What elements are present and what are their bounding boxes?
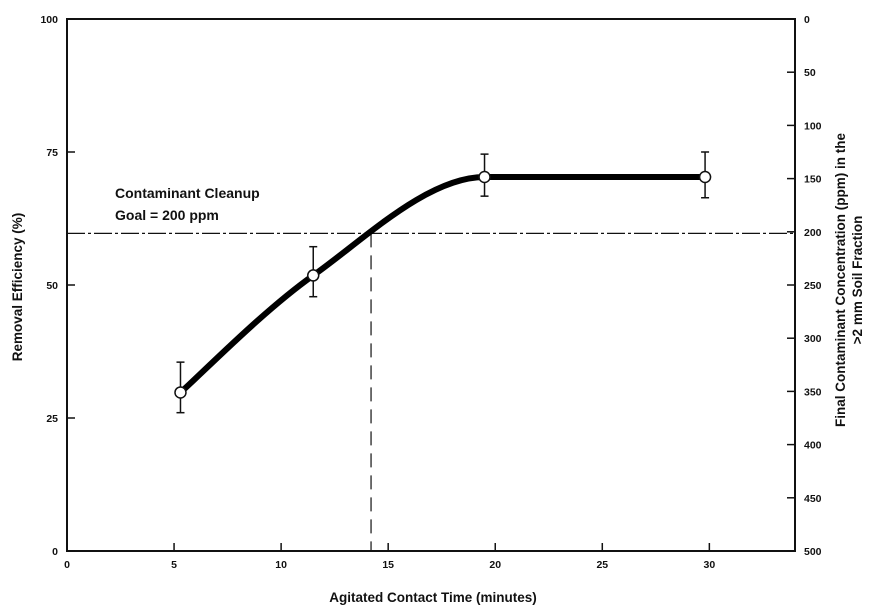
y2-tick-label: 0: [804, 14, 810, 26]
annotation-line-2: Goal = 200 ppm: [115, 207, 219, 223]
y2-tick-label: 450: [804, 493, 822, 505]
y2-axis-title-line-1: Final Contaminant Concentration (ppm) in…: [833, 133, 848, 427]
y2-tick-label: 500: [804, 546, 822, 558]
x-tick-label: 30: [704, 559, 716, 571]
x-axis-title: Agitated Contact Time (minutes): [329, 590, 537, 605]
y2-tick-label: 50: [804, 67, 816, 79]
y-axis-ticks: 0 25 50 75 100: [40, 14, 75, 558]
y2-tick-label: 200: [804, 227, 822, 239]
x-axis-ticks: 0 5 10 15 20 25 30: [64, 543, 715, 571]
annotation-line-1: Contaminant Cleanup: [115, 185, 260, 201]
x-tick-label: 10: [275, 559, 287, 571]
y-axis-title: Removal Efficiency (%): [10, 213, 25, 362]
y2-tick-label: 300: [804, 333, 822, 345]
data-point: [306, 269, 320, 282]
removal-curve: [177, 174, 709, 396]
data-points: [174, 170, 712, 399]
y-tick-label: 25: [46, 413, 58, 425]
data-point: [478, 170, 491, 184]
y2-axis-ticks: 0 50 100 150 200 250 300 350 400 450 500: [787, 14, 822, 558]
y-tick-label: 75: [46, 147, 58, 159]
x-tick-label: 15: [382, 559, 394, 571]
y2-tick-label: 150: [804, 174, 822, 186]
y2-tick-label: 400: [804, 440, 822, 452]
plot-frame: [66, 18, 796, 552]
data-point: [174, 386, 187, 399]
x-tick-label: 20: [489, 559, 501, 571]
y2-tick-label: 250: [804, 280, 822, 292]
y-tick-label: 100: [40, 14, 58, 26]
y-tick-label: 0: [52, 546, 58, 558]
x-tick-label: 25: [596, 559, 608, 571]
y2-tick-label: 350: [804, 386, 822, 398]
y2-axis-title-line-2: >2 mm Soil Fraction: [850, 216, 865, 345]
x-tick-label: 0: [64, 559, 70, 571]
y-tick-label: 50: [46, 280, 58, 292]
y2-tick-label: 100: [804, 120, 822, 132]
x-tick-label: 5: [171, 559, 177, 571]
data-point: [698, 170, 712, 184]
